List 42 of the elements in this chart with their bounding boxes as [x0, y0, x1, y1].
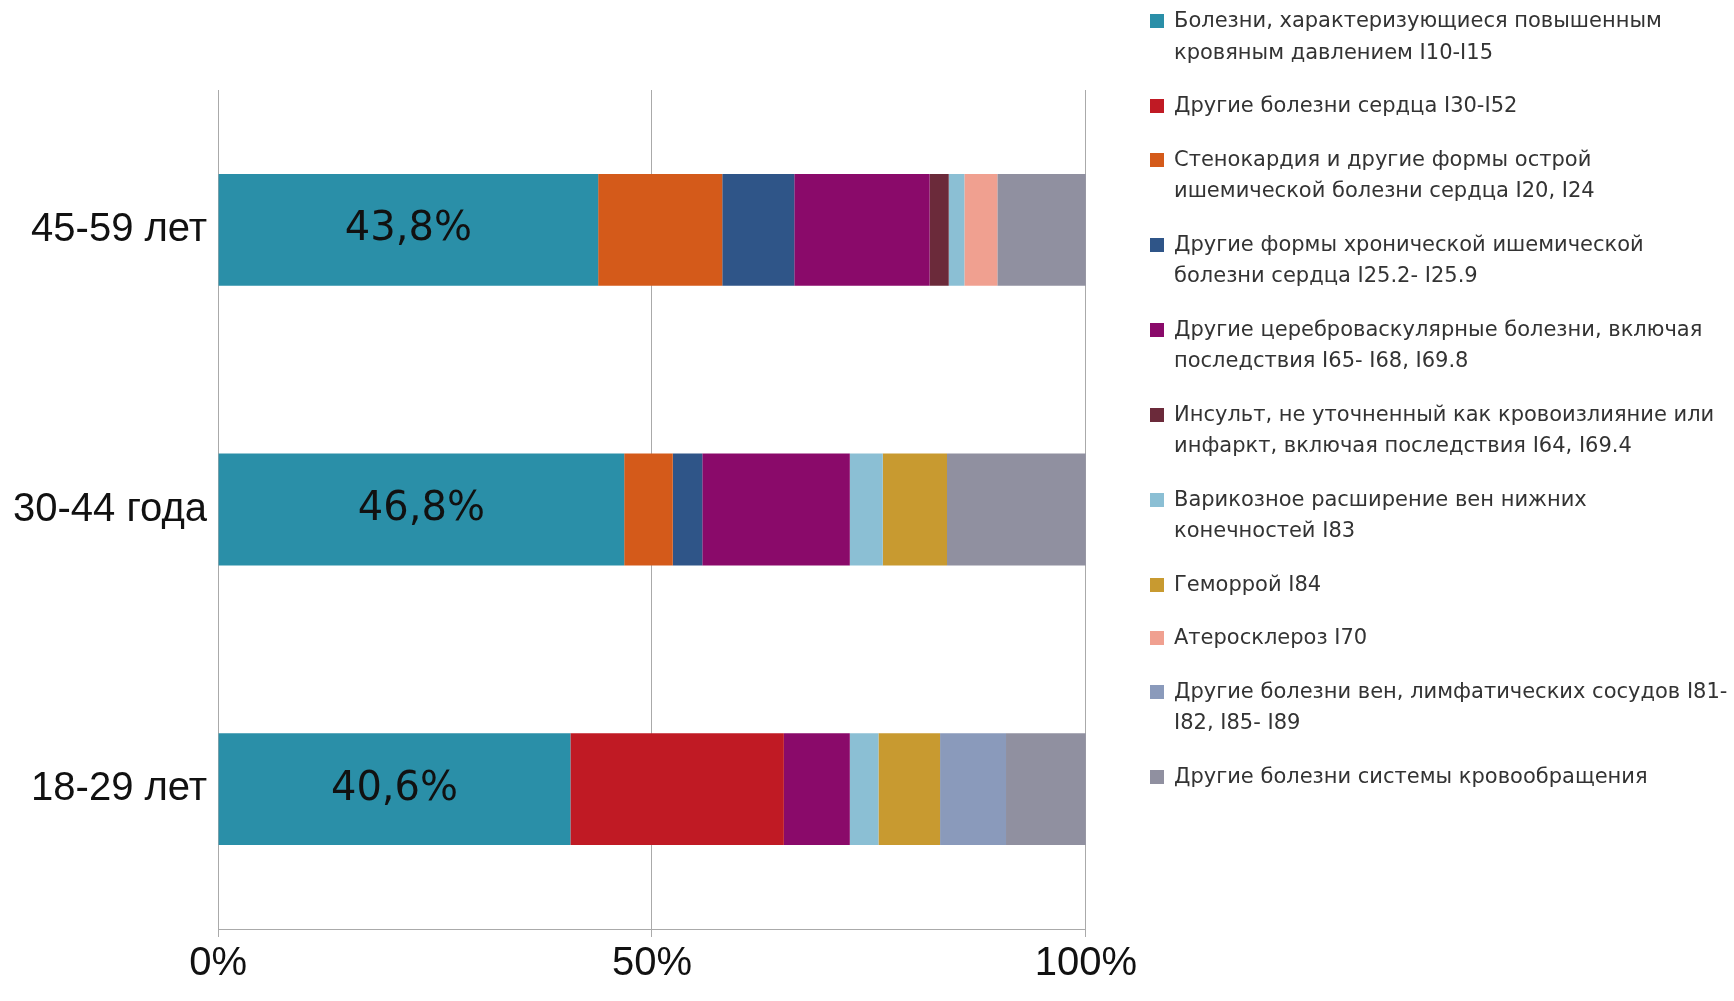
- bar: [1006, 733, 1086, 846]
- legend-label: Инсульт, не уточненный как кровоизлияние или инфаркт, включая последствия I64, I69.4: [1174, 400, 1716, 459]
- bar: [849, 733, 879, 846]
- legend-label: Геморрой I84: [1174, 570, 1322, 598]
- legend-label: Варикозное расширение вен нижних конечностей I83: [1174, 485, 1588, 544]
- legend-label: Другие болезни системы кровообращения: [1174, 762, 1648, 790]
- x-tick-label: 0%: [189, 939, 247, 984]
- x-tick-label: 50%: [611, 939, 692, 984]
- bar: [964, 173, 998, 286]
- bar: [218, 173, 599, 286]
- data-label: 43,8%: [344, 203, 472, 250]
- bar: [794, 173, 930, 286]
- data-label: 46,8%: [357, 482, 485, 529]
- bar: [849, 453, 883, 566]
- bar: [940, 733, 1007, 846]
- bar: [878, 733, 941, 846]
- bar: [929, 173, 949, 286]
- x-tick-label: 100%: [1034, 939, 1137, 984]
- legend-label: Болезни, характеризующиеся повышенным кровяным давлением I10-I15: [1174, 7, 1663, 66]
- legend-label: Другие болезни сердца I30-I52: [1174, 92, 1518, 119]
- bar: [218, 453, 625, 566]
- legend-label: Другие цереброваскулярные болезни, включая последствия I65- I68, I69.8: [1174, 315, 1704, 374]
- y-tick-label: 45-59 лет: [31, 204, 208, 249]
- bar: [702, 453, 850, 566]
- bar: [598, 173, 723, 286]
- bar: [722, 173, 795, 286]
- bar: [218, 733, 571, 846]
- legend-label: Атеросклероз I70: [1174, 624, 1368, 651]
- data-label: 40,6%: [330, 762, 459, 809]
- bar: [947, 453, 1086, 566]
- bar: [783, 733, 850, 846]
- legend-label: Другие формы хронической ишемической болезни сердца I25.2- I25.9: [1174, 230, 1645, 289]
- legend-label: Стенокардия и другие формы острой ишемической болезни сердца I20, I24: [1174, 145, 1596, 204]
- legend-label: Другие болезни вен, лимфатических сосудов I81-I82, I85- I89: [1174, 677, 1729, 736]
- bar: [624, 453, 673, 566]
- bar: [882, 453, 948, 566]
- y-tick-label: 18-29 лет: [31, 764, 208, 809]
- bar: [570, 733, 784, 846]
- y-tick-label: 30-44 года: [12, 484, 208, 529]
- bar: [948, 173, 965, 286]
- bar: [672, 453, 703, 566]
- bar: [997, 173, 1086, 286]
